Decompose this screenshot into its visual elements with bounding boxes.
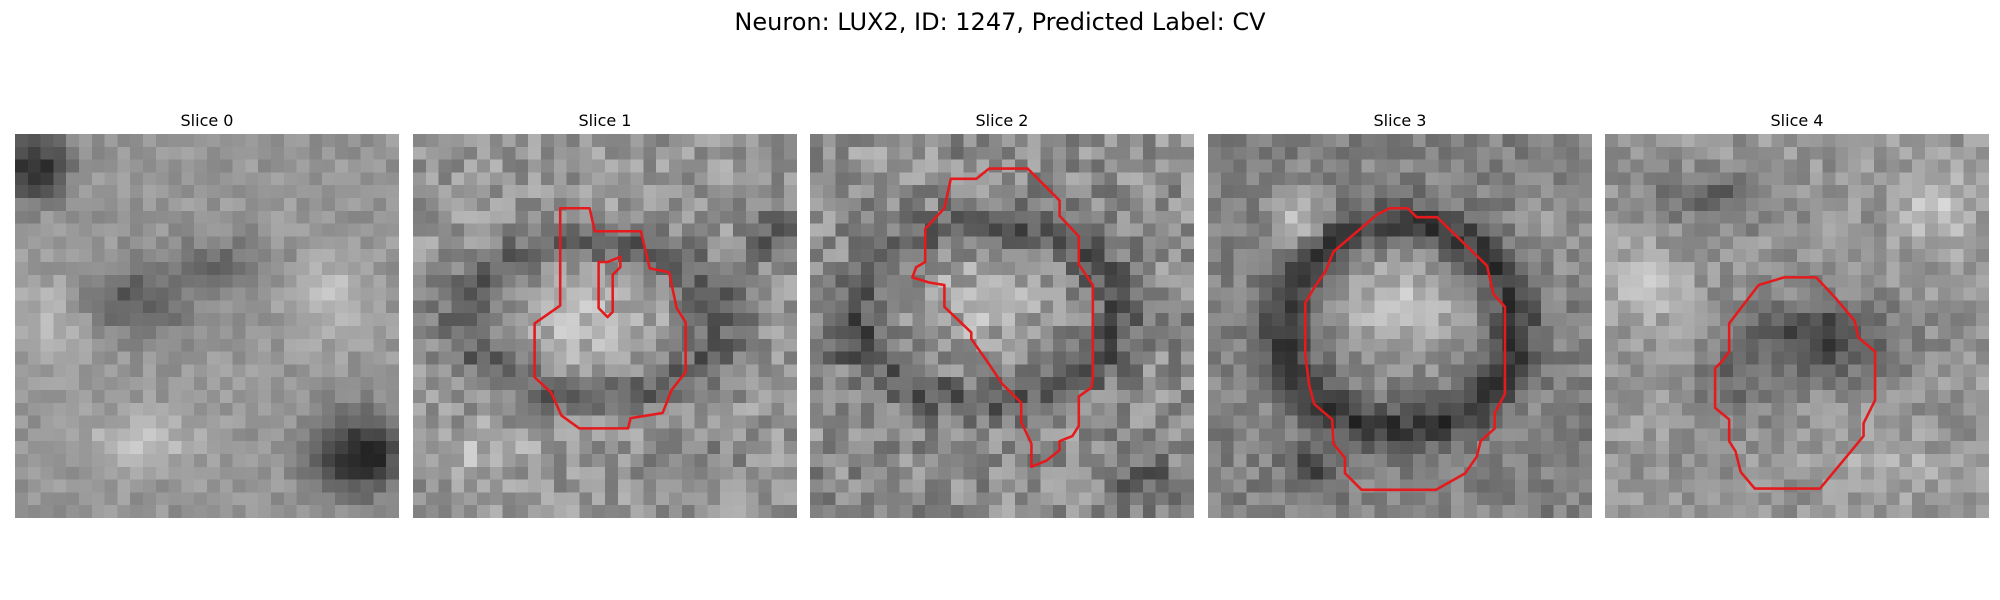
- slice-panel-0: Slice 0: [15, 111, 399, 518]
- slice-image-4: [1605, 134, 1989, 518]
- segmentation-contour-1: [533, 206, 687, 430]
- slice-image-0: [15, 134, 399, 518]
- slice-image-3: [1208, 134, 1592, 518]
- slice-image-2: [810, 134, 1194, 518]
- slice-title-3: Slice 3: [1373, 111, 1427, 130]
- slice-title-1: Slice 1: [578, 111, 632, 130]
- slice-panel-3: Slice 3: [1208, 111, 1592, 518]
- slice-panel-2: Slice 2: [810, 111, 1194, 518]
- segmentation-contour-2: [911, 167, 1095, 469]
- segmentation-contour-3: [1304, 206, 1507, 492]
- slice-title-0: Slice 0: [180, 111, 234, 130]
- slice-panel-4: Slice 4: [1605, 111, 1989, 518]
- segmentation-contour-4: [1713, 276, 1877, 490]
- figure-title: Neuron: LUX2, ID: 1247, Predicted Label:…: [734, 8, 1266, 36]
- slice-panel-1: Slice 1: [413, 111, 797, 518]
- slice-title-4: Slice 4: [1770, 111, 1824, 130]
- slice-title-2: Slice 2: [975, 111, 1029, 130]
- slice-image-1: [413, 134, 797, 518]
